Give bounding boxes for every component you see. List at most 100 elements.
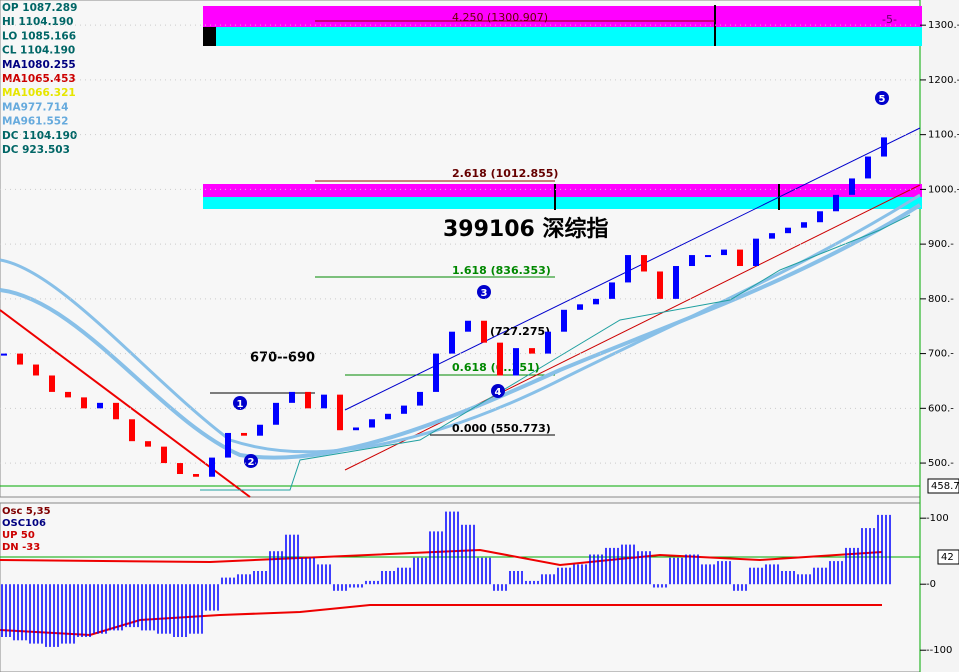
y-tick-label: 1100.- [928,130,959,141]
marker [203,27,216,46]
candle [721,249,727,256]
candle [593,298,599,305]
candle [353,427,359,431]
channel-line [344,127,921,411]
fib-label: 4.250 (1300.907) [452,11,548,24]
osc-label: Osc 5,35 [2,506,51,517]
candle [561,309,567,332]
candle [401,405,407,414]
candle [609,282,615,299]
candle [657,271,663,299]
candle [17,353,23,365]
osc-label: OSC106 [2,518,46,529]
candle [785,227,791,234]
candle [161,446,167,464]
candle [49,375,55,392]
fib-band [203,27,922,46]
fib-label: (727.275) [490,325,550,338]
wave-label: 3 [481,288,488,299]
candle [113,402,119,420]
info-line: DC 1104.190 [2,130,77,142]
y-tick-label: 1300.- [928,20,959,31]
wave-label: 5 [879,94,886,105]
candle [465,320,471,332]
y-tick-label: 1200.- [928,75,959,86]
wave-label: 2 [248,457,255,468]
annotation: 670--690 [250,351,315,366]
candle [81,397,87,409]
candle [689,255,695,267]
y-tick-label: 800.- [928,294,954,305]
wave-marker [491,384,505,398]
wave-label: 4 [495,387,502,398]
candle [481,320,487,343]
ma-line [0,203,922,460]
last-label: 458.7 [931,481,959,492]
candle [33,364,39,376]
info-line: DC 923.503 [2,144,70,156]
wave-marker [477,285,491,299]
fib-label: 0.618 (6..351) [452,361,540,374]
y-tick-label: 500.- [928,458,954,469]
chart-title: 399106 深综指 [443,216,609,242]
y-tick-label: -100 [926,513,949,524]
info-line: HI 1104.190 [2,16,73,28]
candle [449,331,455,354]
fib-band [203,197,922,209]
candle [129,419,135,442]
candle [193,474,199,477]
last-box [937,549,959,565]
candle [209,457,215,477]
candle [257,424,263,436]
candle [545,331,551,354]
candle [801,222,807,228]
candle [337,394,343,431]
y-tick-label: 1000.- [928,184,959,195]
candle [865,156,871,179]
candle [385,413,391,420]
candle [65,391,71,398]
info-line: MA977.714 [2,101,68,113]
osc-label: UP 50 [2,530,35,541]
candle [705,255,711,258]
candle [289,391,295,403]
channel-line [344,184,921,471]
candle [673,266,679,299]
last-label: 42 [941,552,954,563]
info-line: MA961.552 [2,116,68,128]
candle [225,432,231,458]
candle [881,137,887,157]
candle [833,194,839,212]
trend-line [0,309,251,498]
y-tick-label: 700.- [928,349,954,360]
candle [417,391,423,406]
candle [641,255,647,272]
y-tick-label: 900.- [928,239,954,250]
candle [433,353,439,392]
wave-label: 1 [237,399,244,410]
fib-label: 1.618 (836.353) [452,264,551,277]
y-tick-label: --100 [926,645,952,656]
candle [817,211,823,223]
annotation: -5- [882,13,897,26]
candle [529,348,535,354]
dc-line [200,214,911,491]
candle [97,402,103,409]
osc-label: DN -33 [2,542,40,553]
candle [849,178,855,195]
candle [241,432,247,436]
candle [753,238,759,267]
info-line: MA1080.255 [2,59,76,71]
candle [321,394,327,409]
fib-label: 2.618 (1012.855) [452,167,558,180]
last-box [927,478,959,494]
info-line: CL 1104.190 [2,45,75,57]
wave-marker [875,91,889,105]
candle [577,304,583,310]
info-line: OP 1087.289 [2,2,77,14]
candle [625,255,631,283]
wave-marker [233,396,247,410]
info-line: LO 1085.166 [2,30,76,42]
candle [305,391,311,409]
